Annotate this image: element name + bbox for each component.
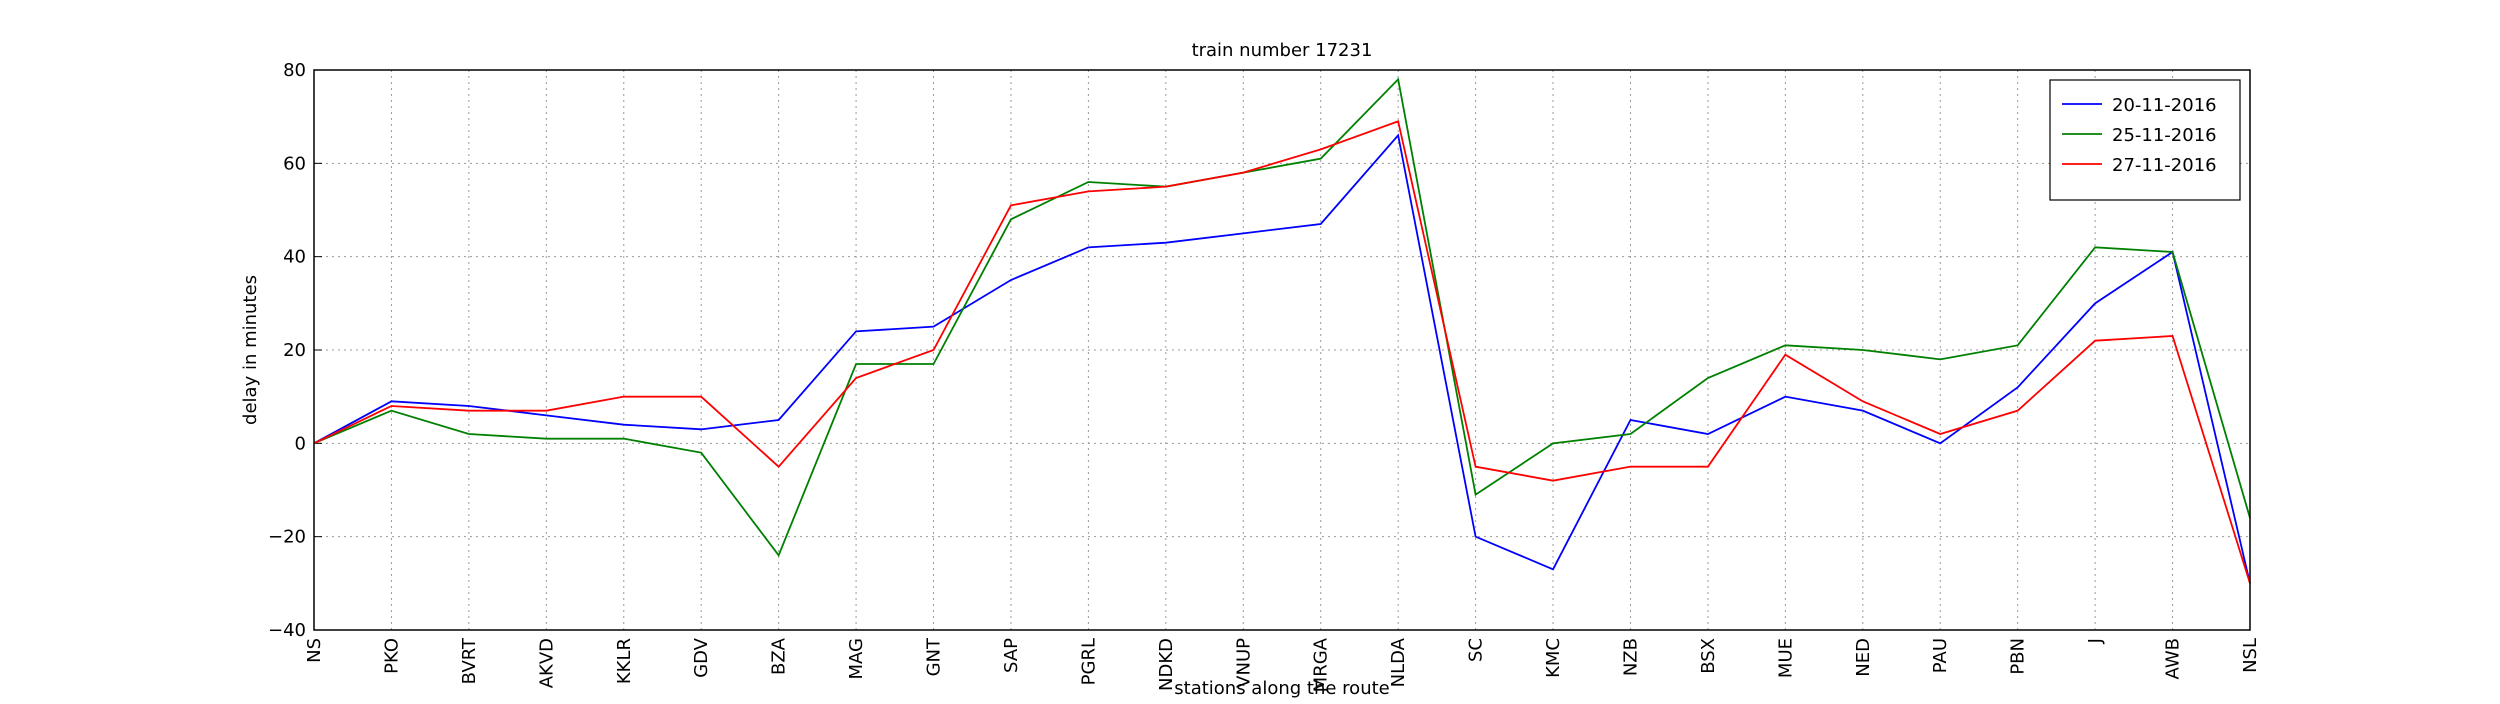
x-tick-label: J	[2085, 638, 2106, 644]
x-tick-label: VNUP	[1233, 638, 1254, 688]
y-tick-label: −40	[268, 620, 306, 641]
plot-frame	[313, 69, 2251, 631]
x-tick-label: BZA	[769, 637, 790, 675]
x-tick-label: PBN	[2008, 638, 2029, 675]
y-tick-label: 20	[283, 340, 306, 361]
data-line	[313, 133, 2251, 584]
legend-label: 25-11-2016	[2112, 125, 2217, 146]
x-tick-label: BVRT	[459, 637, 480, 684]
x-tick-label: NS	[304, 638, 325, 663]
x-tick-label: GNT	[924, 637, 945, 676]
legend-box	[2049, 79, 2241, 201]
x-tick-label: MRGA	[1311, 637, 1332, 692]
x-tick-label: PKO	[381, 638, 402, 674]
x-tick-label: AKVD	[536, 638, 557, 688]
x-tick-label: MAG	[846, 638, 867, 679]
x-tick-label: NED	[1853, 638, 1874, 677]
x-tick-label: SC	[1466, 638, 1487, 662]
x-tick-label: KKLR	[614, 638, 635, 684]
x-tick-label: NSL	[2240, 638, 2261, 673]
x-tick-label: NZB	[1620, 638, 1641, 676]
y-axis-label: delay in minutes	[240, 275, 261, 425]
y-tick-label: 0	[295, 433, 306, 454]
y-tick-label: 80	[283, 60, 306, 81]
legend-label: 20-11-2016	[2112, 95, 2217, 116]
x-tick-label: PGRL	[1078, 638, 1099, 685]
data-line	[313, 120, 2251, 584]
y-tick-label: −20	[268, 527, 306, 548]
x-axis-label: stations along the route	[1174, 678, 1389, 699]
y-tick-label: 60	[283, 153, 306, 174]
chart-title: train number 17231	[1192, 40, 1373, 61]
legend-label: 27-11-2016	[2112, 155, 2217, 176]
x-tick-label: AWB	[2163, 638, 2184, 679]
x-tick-label: GDV	[691, 637, 712, 677]
x-tick-label: MUE	[1775, 638, 1796, 678]
x-tick-label: BSX	[1698, 638, 1719, 674]
data-line	[313, 77, 2251, 558]
x-tick-label: NDKD	[1156, 638, 1177, 691]
x-tick-label: KMC	[1543, 638, 1564, 678]
x-tick-label: SAP	[1001, 638, 1022, 673]
x-tick-label: PAU	[1930, 638, 1951, 673]
y-tick-label: 40	[283, 247, 306, 268]
x-tick-label: NLDA	[1388, 637, 1409, 687]
